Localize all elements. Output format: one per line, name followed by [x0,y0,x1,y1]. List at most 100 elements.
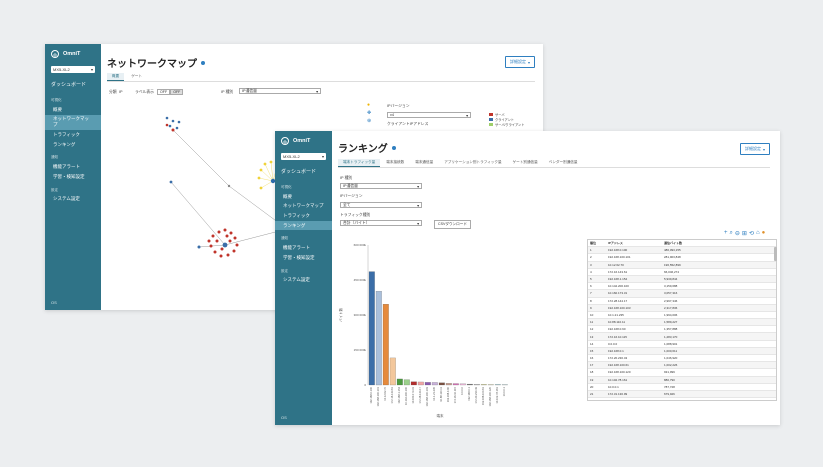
table-row[interactable]: 16 172.20.230.43 1,046,920 [588,355,776,363]
table-row[interactable]: 15 192.168.0.1 1,000,611 [588,347,776,355]
table-row[interactable]: 3 10.12.62.70 196,552,899 [588,261,776,269]
sidebar-item-overview[interactable]: 概要 [283,193,292,199]
label-toggle-label: ラベル表示 [135,90,154,94]
csv-download-button[interactable]: CSVダウンロード [434,220,471,229]
pan-icon[interactable]: ⊞ [741,231,747,237]
table-row[interactable]: 21 172.31.130.99 679,926 [588,390,776,399]
sidebar-item-system[interactable]: システム設定 [283,277,310,283]
sidebar-item-learning[interactable]: 学習・検知設定 [283,254,315,260]
sidebar-item-traffic[interactable]: トラフィック [53,131,80,137]
table-row[interactable]: 17 192.168.100.61 1,002,226 [588,362,776,370]
zoom-in-icon[interactable]: ⊕ [367,118,372,124]
ip-version-select[interactable]: 全て ▾ [340,202,422,208]
bar[interactable] [459,383,466,386]
search-icon[interactable]: ⌕ [729,230,733,236]
settings-button[interactable]: 詳細設定 ▾ [739,143,770,155]
table-row[interactable]: 13 172.16.10.115 1,283,170 [588,333,776,341]
table-row[interactable]: 12 192.168.0.90 1,357,888 [588,326,776,334]
move-icon[interactable]: ✥ [367,110,372,116]
sidebar-item-network-map[interactable]: ネットワークマップ [283,203,324,209]
ipgroup-select[interactable]: IP通信量 ▾ [239,88,321,94]
search-minus-icon[interactable]: ⊖ [734,231,740,237]
nav-dashboard[interactable]: ダッシュボード [51,82,87,88]
bar[interactable] [452,383,459,386]
table-row[interactable]: 10 10.1.21.235 1,994,006 [588,312,776,320]
table-row[interactable]: 2 192.168.100.101 281,903,848 [588,254,776,262]
traffic-type-select[interactable]: 合計（バイト） ▾ [340,220,422,226]
tab-terminal-traffic[interactable]: 端末トラフィック量 [338,159,381,167]
bar[interactable] [445,383,452,386]
sidebar-item-network-map[interactable]: ネットワークマップ [45,114,101,131]
table-row[interactable]: 4 172.16.143.61 66,046,274 [588,269,776,276]
tab-overview[interactable]: 概要 [107,73,125,81]
table-row[interactable]: 9 192.168.100.103 2,317,836 [588,304,776,312]
ip-version-label: IPバージョン [387,104,410,108]
bar[interactable] [466,383,473,386]
tab-gate-traffic[interactable]: ゲート別通信量 [512,160,538,164]
bar[interactable] [417,381,424,386]
reset-icon[interactable]: ⟲ [748,231,754,237]
graph-node[interactable] [227,184,231,188]
home-icon[interactable]: ⌂ [755,230,760,236]
sidebar-item-alerts[interactable]: 機能アラート [283,245,310,251]
bar[interactable] [375,291,382,386]
help-icon[interactable] [201,60,205,65]
type-value[interactable]: IP [119,90,123,94]
bar[interactable] [431,382,438,386]
bar[interactable] [410,381,417,386]
nav-dashboard[interactable]: ダッシュボード [281,169,317,175]
table-row[interactable]: 1 192.168.0.100 486,093,155 [588,247,776,255]
bar[interactable] [368,271,375,386]
label-toggle-off[interactable]: OFF [157,89,171,95]
bar[interactable] [473,384,480,386]
table-row[interactable]: 7 10.160.173.31 3,057,316 [588,290,776,298]
table-scrollbar[interactable] [774,247,777,261]
tab-app-traffic[interactable]: アプリケーション別トラフィック量 [444,160,502,164]
ipgroup-select[interactable]: IP通信量 ▾ [340,183,422,189]
tab-gate[interactable]: ゲート [131,74,142,78]
table-row[interactable]: 11 10.88.110.11 1,589,227 [588,319,776,327]
bar[interactable] [424,382,431,386]
help-icon[interactable] [391,145,396,150]
graph-node[interactable] [169,180,173,184]
menu-icon[interactable]: ● [761,230,766,236]
ip-version-value: v4 [390,113,395,117]
tab-terminal-volume[interactable]: 端末通信量 [415,160,434,164]
bar[interactable] [396,378,403,386]
tab-terminal-connections[interactable]: 端末接続数 [386,160,405,164]
settings-button[interactable]: 詳細設定 ▾ [504,56,535,68]
table-cell: 20 [590,384,594,389]
tab-vendor-traffic[interactable]: ベンダー別通信量 [548,160,578,164]
sidebar-item-ranking[interactable]: ランキング [53,141,76,147]
table-cell: 2,317,836 [664,305,678,310]
sidebar-item-learning[interactable]: 学習・検知設定 [53,173,85,179]
sidebar-item-overview[interactable]: 概要 [53,106,62,112]
bar[interactable] [389,357,396,386]
table-cell: 9 [590,305,592,310]
sidebar-item-traffic[interactable]: トラフィック [283,212,310,218]
bar[interactable] [382,304,389,386]
sidebar-item-alerts[interactable]: 機能アラート [53,164,80,170]
table-row[interactable]: 19 10.102.78.161 880,790 [588,376,776,384]
zoom-in-icon[interactable]: + [724,230,728,236]
table-row[interactable]: 5 192.168.1.154 5,939,844 [588,275,776,284]
bar[interactable] [403,379,410,386]
table-row[interactable]: 8 172.28.144.17 2,997,346 [588,298,776,305]
ip-version-select[interactable]: v4 ▾ [387,112,471,118]
table-row[interactable]: 14 0.0.0.0 1,088,901 [588,341,776,348]
table-row[interactable]: 2210.200.150.100670,919 [588,398,776,400]
bar[interactable] [438,382,445,386]
table-row[interactable]: 18 192.168.100.120 931,999 [588,369,776,377]
legend-swatch [489,118,493,121]
sidebar-item-ranking[interactable]: ランキング [275,220,332,231]
device-select[interactable]: MX5-XL2 ▾ [51,66,95,73]
label-toggle-on[interactable]: OFF [170,89,184,95]
table-row[interactable]: 6 10.142.200.100 3,159,688 [588,283,776,291]
sidebar-item-system[interactable]: システム設定 [53,196,80,202]
label-toggle[interactable]: OFF OFF [157,89,184,95]
device-value: MX5-XL2 [53,67,70,72]
table-row[interactable]: 20 10.0.0.1 787,728 [588,384,776,391]
layout-icon[interactable]: ● [367,102,371,108]
device-select[interactable]: MX5-XL2 ▾ [281,153,326,160]
legend-swatch [489,113,493,116]
